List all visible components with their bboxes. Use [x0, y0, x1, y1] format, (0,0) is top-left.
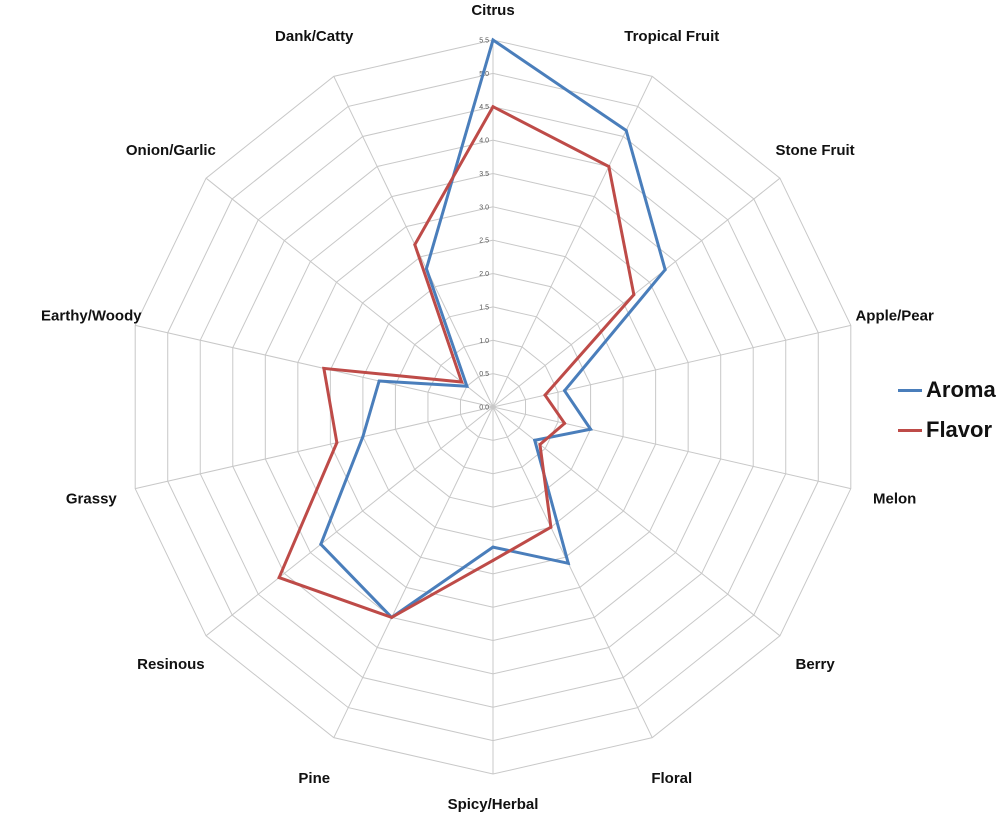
- tick-label: 1.5: [479, 304, 489, 311]
- axis-label: Melon: [873, 491, 916, 508]
- axis-label: Citrus: [471, 2, 514, 19]
- data-point-aroma: [377, 379, 381, 383]
- data-point-flavor: [277, 576, 281, 580]
- tick-label: 0.5: [479, 371, 489, 378]
- spoke: [135, 406, 494, 490]
- spoke: [333, 406, 494, 738]
- data-point-aroma: [361, 435, 365, 439]
- axis-label: Grassy: [66, 491, 118, 508]
- spoke: [492, 406, 653, 738]
- data-point-flavor: [491, 105, 495, 109]
- tick-label: 5.5: [479, 38, 489, 45]
- series-line-flavor: [277, 104, 636, 620]
- tick-label: 3.0: [479, 204, 489, 211]
- data-point-flavor: [607, 165, 611, 169]
- data-point-aroma: [533, 438, 537, 442]
- spoke: [492, 406, 851, 490]
- spoke: [492, 177, 781, 408]
- data-point-aroma: [491, 545, 495, 549]
- legend-label-flavor: Flavor: [926, 417, 993, 442]
- axis-label: Resinous: [137, 656, 205, 673]
- data-point-flavor: [322, 366, 326, 370]
- data-point-flavor: [538, 442, 542, 446]
- spoke: [205, 177, 494, 408]
- data-point-flavor: [563, 421, 567, 425]
- axis-label: Onion/Garlic: [126, 142, 216, 159]
- data-point-flavor: [335, 441, 339, 445]
- axis-label: Berry: [796, 656, 836, 673]
- legend-swatch-flavor: [898, 428, 922, 432]
- axis-label: Tropical Fruit: [624, 28, 719, 45]
- axis-label: Apple/Pear: [855, 307, 934, 324]
- tick-label: 2.5: [479, 238, 489, 245]
- legend-swatch-aroma: [898, 388, 922, 392]
- legend-item-aroma: Aroma: [898, 370, 996, 410]
- spoke: [135, 324, 494, 408]
- data-point-flavor: [632, 293, 636, 297]
- tick-label: 0.0: [479, 405, 489, 412]
- data-point-aroma: [491, 38, 495, 42]
- data-point-aroma: [589, 427, 593, 431]
- tick-label: 2.0: [479, 271, 489, 278]
- tick-label: 1.0: [479, 338, 489, 345]
- axis-label: Floral: [651, 770, 692, 787]
- spoke: [333, 76, 494, 408]
- data-point-flavor: [390, 615, 394, 619]
- spokes: [135, 40, 851, 774]
- axis-label: Earthy/Woody: [41, 307, 142, 324]
- data-point-aroma: [566, 561, 570, 565]
- spoke: [492, 76, 653, 408]
- axis-label: Stone Fruit: [776, 142, 855, 159]
- axis-label: Spicy/Herbal: [448, 796, 539, 813]
- legend: Aroma Flavor: [898, 370, 996, 450]
- axis-label: Dank/Catty: [275, 28, 354, 45]
- axis-label: Pine: [298, 770, 330, 787]
- data-point-flavor: [460, 380, 464, 384]
- data-point-flavor: [543, 393, 547, 397]
- data-point-aroma: [465, 384, 469, 388]
- data-point-aroma: [319, 542, 323, 546]
- tick-label: 4.5: [479, 104, 489, 111]
- data-point-aroma: [563, 389, 567, 393]
- data-point-aroma: [424, 267, 428, 271]
- data-point-aroma: [663, 268, 667, 272]
- legend-label-aroma: Aroma: [926, 377, 996, 402]
- data-point-flavor: [491, 558, 495, 562]
- spoke: [492, 324, 851, 408]
- data-point-flavor: [549, 525, 553, 529]
- data-point-aroma: [624, 128, 628, 132]
- data-point-flavor: [413, 243, 417, 247]
- series-lines: [277, 37, 667, 620]
- tick-labels: 0.00.51.01.52.02.53.03.54.04.55.05.5: [479, 38, 489, 412]
- tick-label: 3.5: [479, 171, 489, 178]
- legend-item-flavor: Flavor: [898, 410, 996, 450]
- axis-labels: Citrus Tropical Fruit Stone Fruit Apple/Pea…: [41, 2, 934, 813]
- tick-label: 4.0: [479, 138, 489, 145]
- spoke: [205, 406, 494, 637]
